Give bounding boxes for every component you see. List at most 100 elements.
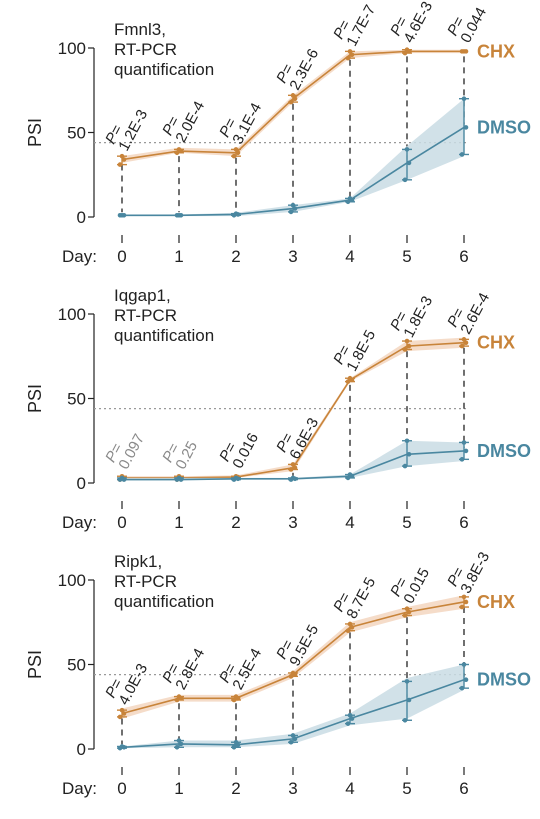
p-value-label: P=0.25 <box>159 431 201 472</box>
x-tick-label: 2 <box>231 247 240 266</box>
data-point <box>345 379 351 384</box>
x-tick-label: 6 <box>459 513 468 532</box>
legend-entry-dmso: DMSO <box>477 117 531 137</box>
data-point <box>288 739 294 745</box>
x-tick-label: 6 <box>459 779 468 798</box>
data-point <box>292 206 298 211</box>
p-value-label: P=2.6E-4 <box>444 283 493 337</box>
data-point <box>290 475 296 481</box>
series-dmso: DMSO <box>117 438 531 482</box>
x-tick-label: 1 <box>174 247 183 266</box>
x-axis-label: Day: <box>62 247 97 266</box>
data-point <box>178 741 184 747</box>
x-tick-label: 0 <box>117 513 126 532</box>
p-value-label: P=2.8E-4 <box>159 639 208 693</box>
data-point <box>117 162 123 167</box>
data-point <box>347 49 353 54</box>
y-tick-label: 100 <box>58 305 86 324</box>
data-point <box>174 697 180 703</box>
data-point <box>345 475 351 481</box>
data-point <box>233 211 239 216</box>
data-point <box>463 448 469 454</box>
y-tick-label: 100 <box>58 571 86 590</box>
confidence-band <box>122 664 464 749</box>
data-point <box>406 697 412 703</box>
data-point <box>402 50 408 56</box>
data-point <box>461 49 467 54</box>
data-point <box>402 613 408 618</box>
data-point <box>292 736 298 742</box>
data-point <box>461 337 467 342</box>
data-point <box>461 594 467 600</box>
confidence-band <box>122 98 464 217</box>
x-tick-label: 3 <box>288 247 297 266</box>
data-point <box>290 93 296 98</box>
data-point <box>288 99 294 105</box>
data-point <box>347 375 353 381</box>
data-point <box>406 343 412 349</box>
y-axis-label: PSI <box>25 118 45 147</box>
p-value-label: P=1.7E-7 <box>330 0 379 49</box>
confidence-band <box>122 440 464 481</box>
chart-title-line: RT-PCR <box>114 306 177 325</box>
data-point <box>121 157 127 162</box>
x-axis-label: Day: <box>62 779 97 798</box>
confidence-band <box>122 49 464 163</box>
x-tick-label: 0 <box>117 779 126 798</box>
p-value-label: P=9.5E-5 <box>273 615 322 669</box>
data-point <box>233 694 239 699</box>
data-point <box>404 338 410 344</box>
data-point <box>176 738 182 743</box>
data-point <box>235 150 241 156</box>
data-point <box>292 96 298 101</box>
p-value-label: P=6.6E-3 <box>273 408 322 462</box>
x-tick-label: 0 <box>117 247 126 266</box>
series-dmso: DMSO <box>117 96 531 218</box>
data-point <box>119 744 125 749</box>
data-point <box>459 343 465 349</box>
data-point <box>290 733 296 738</box>
data-point <box>402 717 408 723</box>
data-point <box>288 209 294 215</box>
data-point <box>406 609 412 615</box>
series-chx: CHX <box>117 41 515 167</box>
x-tick-label: 4 <box>345 513 354 532</box>
x-tick-label: 5 <box>402 247 411 266</box>
data-point <box>176 694 182 699</box>
data-point <box>404 679 410 684</box>
x-tick-label: 3 <box>288 779 297 798</box>
data-point <box>290 670 296 676</box>
p-value-label: P=3.8E-3 <box>444 542 493 596</box>
x-tick-label: 1 <box>174 513 183 532</box>
data-point <box>345 721 351 726</box>
data-point <box>463 677 469 683</box>
x-tick-label: 6 <box>459 247 468 266</box>
data-point <box>121 711 127 716</box>
data-point <box>174 150 180 156</box>
data-point <box>290 462 296 467</box>
panel-1: 050100PSIFmnl3,RT-PCRquantificationCHXDM… <box>25 0 531 266</box>
data-point <box>406 451 412 457</box>
data-point <box>402 463 408 469</box>
y-tick-label: 100 <box>58 39 86 58</box>
p-value-label: P=1.8E-3 <box>387 286 436 340</box>
data-point <box>404 147 410 152</box>
x-axis-label: Day: <box>62 513 97 532</box>
data-point <box>461 662 467 667</box>
p-value-label: P=4.6E-3 <box>387 0 436 46</box>
chart-title-line: Fmnl3, <box>114 20 166 39</box>
data-point <box>463 340 469 346</box>
data-point <box>345 199 351 205</box>
x-tick-label: 5 <box>402 779 411 798</box>
data-point <box>347 472 353 477</box>
legend-entry-dmso: DMSO <box>477 670 531 690</box>
p-value-label: P=8.7E-5 <box>330 568 379 622</box>
data-point <box>461 96 467 101</box>
chart-title-line: quantification <box>114 60 214 79</box>
data-point <box>176 475 182 481</box>
p-value-label: P=0.015 <box>387 558 433 606</box>
data-point <box>461 440 467 445</box>
p-value-label: P=0.044 <box>444 0 490 46</box>
y-tick-label: 50 <box>67 124 86 143</box>
